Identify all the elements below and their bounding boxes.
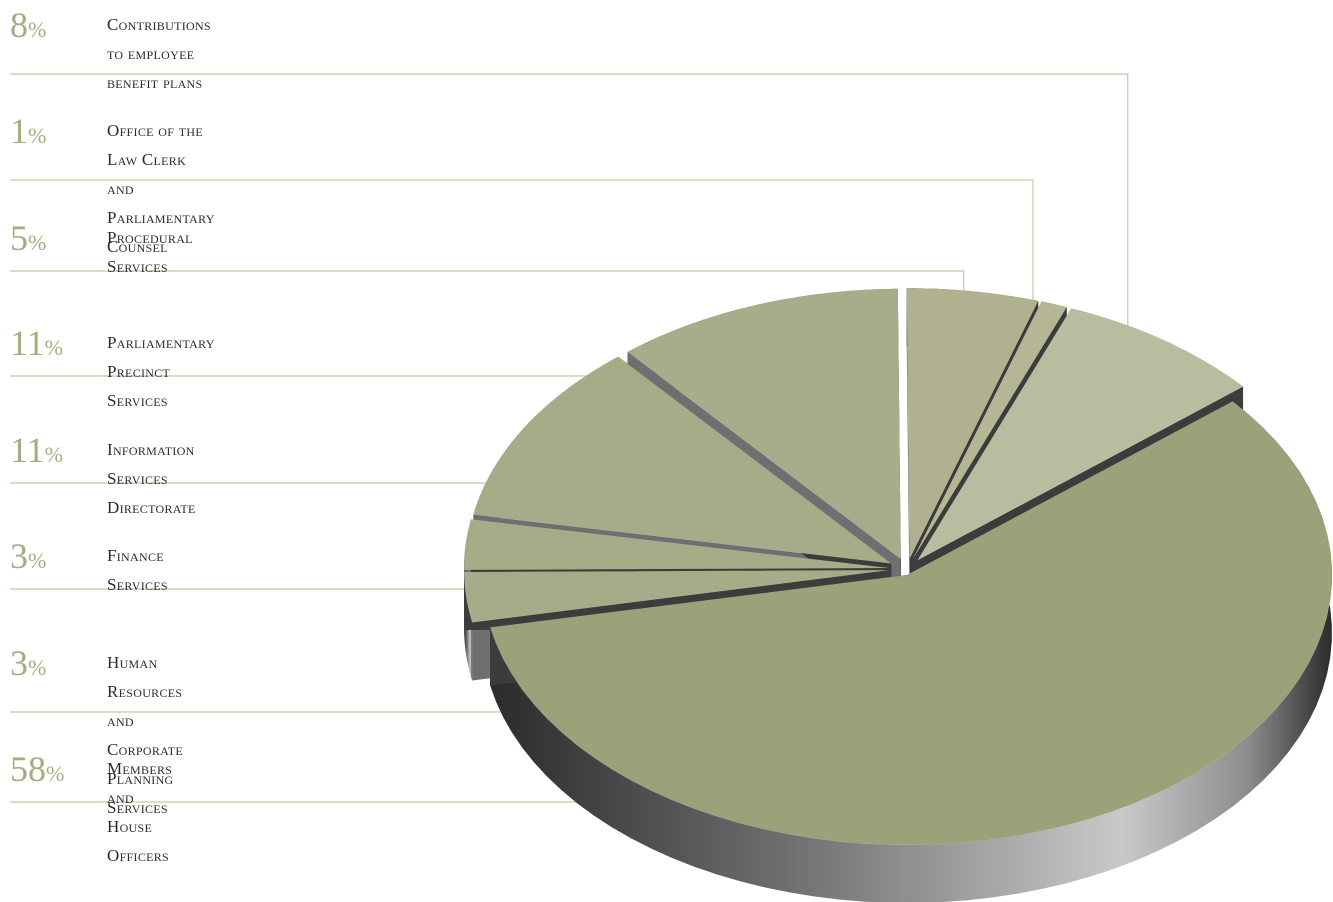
pie-slice-top-1	[464, 570, 890, 623]
pie-slice-top-0	[490, 401, 1332, 845]
pie-body	[464, 288, 1332, 902]
pie-slice-wall-5-0	[906, 288, 910, 617]
pie-slice-top-7	[917, 308, 1243, 561]
leader-line	[10, 548, 530, 590]
leader-line	[10, 73, 1129, 374]
pie-slice-top-2	[464, 519, 890, 570]
pie-slice-0	[490, 401, 1332, 902]
pie-slice-top-6	[912, 301, 1067, 559]
leader-line	[10, 179, 1034, 343]
leader-line	[10, 593, 531, 713]
pie-slice-top-5	[906, 288, 1039, 559]
pie-slice-top-3	[473, 356, 892, 564]
pie-slice-top-4	[627, 288, 901, 559]
